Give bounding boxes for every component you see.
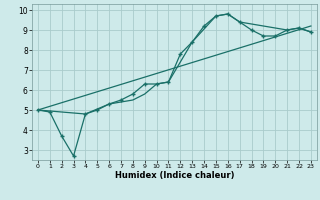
X-axis label: Humidex (Indice chaleur): Humidex (Indice chaleur) [115, 171, 234, 180]
